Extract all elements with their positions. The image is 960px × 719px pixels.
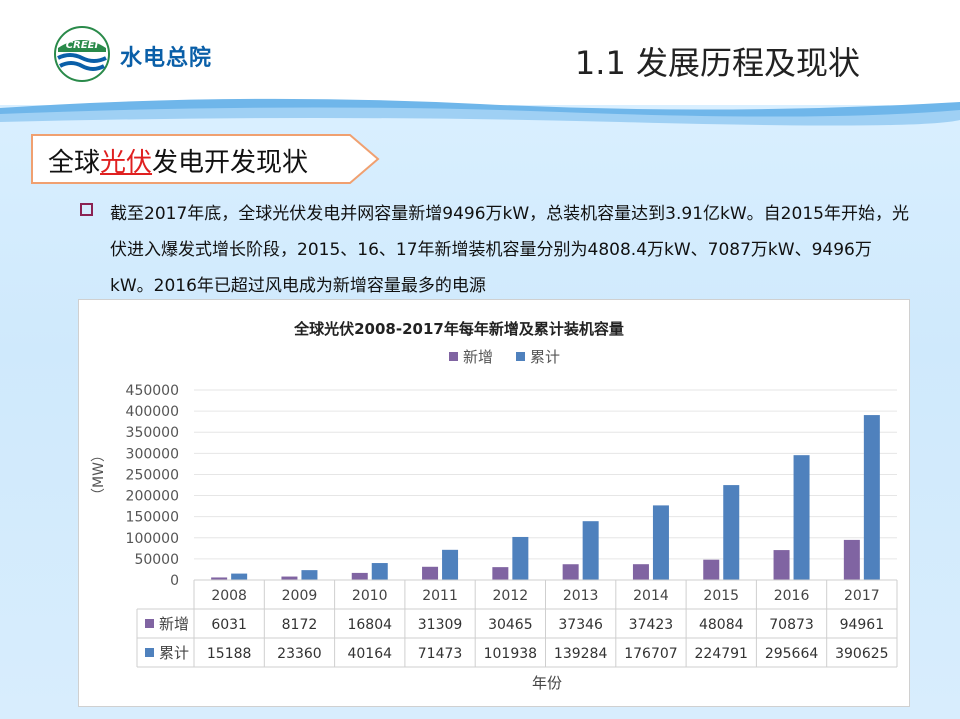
table-cell: 101938 — [484, 646, 537, 662]
y-axis-label: （MW） — [91, 448, 107, 502]
y-tick-label: 350000 — [126, 425, 179, 441]
table-cell: 23360 — [277, 646, 322, 662]
logo-badge: CREEI — [66, 40, 99, 51]
table-cell: 37346 — [558, 617, 603, 633]
bar-total-2013 — [582, 521, 599, 580]
gridlines — [194, 389, 897, 560]
table-cell: 176707 — [624, 646, 677, 662]
bar-total-2014 — [652, 505, 669, 580]
bar-total-2010 — [371, 563, 388, 580]
y-axis: 0 50000 100000 150000 200000 250000 300000 3500… — [126, 383, 179, 589]
table-row-label: 累计 — [159, 644, 189, 662]
table-cell: 390625 — [835, 646, 888, 662]
x-tick-label: 2014 — [633, 588, 669, 604]
bullet-icon — [80, 203, 93, 216]
table-legend-swatch — [145, 648, 154, 657]
bar-new-2016 — [773, 550, 790, 580]
legend-label-0: 新增 — [463, 348, 493, 366]
y-tick-label: 200000 — [126, 489, 179, 505]
logo-text: 水电总院 — [120, 46, 213, 71]
bar-total-2008 — [231, 573, 248, 580]
bars — [211, 415, 880, 580]
x-tick-label: 2010 — [352, 588, 388, 604]
x-tick-label: 2008 — [211, 588, 247, 604]
summary-paragraph: 截至2017年底，全球光伏发电并网容量新增9496万kW，总装机容量达到3.91… — [110, 204, 909, 296]
table-cell: 295664 — [765, 646, 819, 662]
x-tick-label: 2009 — [282, 588, 318, 604]
section-title-prefix: 全球 — [48, 148, 101, 178]
y-tick-label: 300000 — [126, 446, 179, 462]
bar-total-2009 — [301, 570, 318, 580]
header-wave-band — [0, 98, 960, 130]
bar-total-2012 — [512, 536, 529, 580]
legend-label-1: 累计 — [530, 348, 560, 366]
legend-swatch-1 — [516, 352, 525, 361]
table-cell: 8172 — [282, 617, 318, 633]
bar-total-2017 — [863, 415, 880, 580]
section-title-box — [31, 134, 380, 184]
bar-new-2009 — [281, 576, 298, 580]
chart-card: 全球光伏2008-2017年每年新增及累计装机容量 新增 累计 （MW） 0 500… — [78, 299, 910, 707]
table-cell: 37423 — [629, 617, 674, 633]
bar-new-2008 — [211, 577, 228, 580]
table-cell: 94961 — [840, 617, 885, 633]
chart-legend: 新增 累计 — [449, 348, 560, 366]
table-cell: 40164 — [347, 646, 392, 662]
section-title: 全球光伏发电开发现状 — [48, 142, 308, 179]
y-tick-label: 100000 — [126, 531, 179, 547]
table-cell: 6031 — [211, 617, 247, 633]
table-cell: 31309 — [418, 617, 463, 633]
bar-new-2010 — [351, 572, 368, 580]
table-cell: 16804 — [347, 617, 392, 633]
y-tick-label: 0 — [170, 573, 179, 589]
section-title-suffix: 发电开发现状 — [152, 148, 309, 178]
y-tick-label: 50000 — [134, 552, 179, 568]
bar-total-2011 — [442, 549, 459, 580]
bar-new-2015 — [703, 559, 720, 580]
y-tick-label: 250000 — [126, 467, 179, 483]
table-cell: 224791 — [695, 646, 748, 662]
bar-new-2011 — [422, 566, 439, 580]
bar-new-2012 — [492, 567, 509, 580]
legend-swatch-0 — [449, 352, 458, 361]
table-cell: 48084 — [699, 617, 744, 633]
section-title-highlight: 光伏 — [100, 148, 153, 178]
x-tick-label: 2012 — [493, 588, 529, 604]
bar-total-2016 — [793, 455, 810, 580]
table-cell: 30465 — [488, 617, 533, 633]
bar-new-2014 — [632, 564, 649, 580]
creei-logo-icon: CREEI — [54, 26, 110, 82]
header: CREEI 水电总院 1.1 发展历程及现状 — [0, 0, 960, 105]
x-tick-label: 2013 — [563, 588, 599, 604]
x-axis-label: 年份 — [532, 674, 562, 692]
table-cell: 71473 — [418, 646, 463, 662]
bar-new-2017 — [843, 539, 860, 580]
x-tick-label: 2017 — [844, 588, 880, 604]
bar-new-2013 — [562, 564, 579, 580]
chart-title: 全球光伏2008-2017年每年新增及累计装机容量 — [293, 320, 624, 338]
slide-title: 1.1 发展历程及现状 — [574, 44, 860, 82]
y-tick-label: 400000 — [126, 404, 179, 420]
data-table: 2008 2009 2010 2011 2012 2013 2014 2015 2016 2017… — [136, 579, 898, 668]
table-row-label: 新增 — [159, 615, 189, 633]
table-cell: 70873 — [769, 617, 814, 633]
pv-capacity-chart: 全球光伏2008-2017年每年新增及累计装机容量 新增 累计 （MW） 0500… — [91, 320, 898, 692]
x-tick-label: 2011 — [422, 588, 458, 604]
table-legend-swatch — [145, 619, 154, 628]
y-tick-label: 150000 — [126, 510, 179, 526]
x-tick-label: 2016 — [774, 588, 810, 604]
x-tick-label: 2015 — [703, 588, 739, 604]
bar-total-2015 — [723, 485, 740, 580]
y-tick-label: 450000 — [126, 383, 179, 399]
table-cell: 15188 — [207, 646, 252, 662]
table-cell: 139284 — [554, 646, 608, 662]
